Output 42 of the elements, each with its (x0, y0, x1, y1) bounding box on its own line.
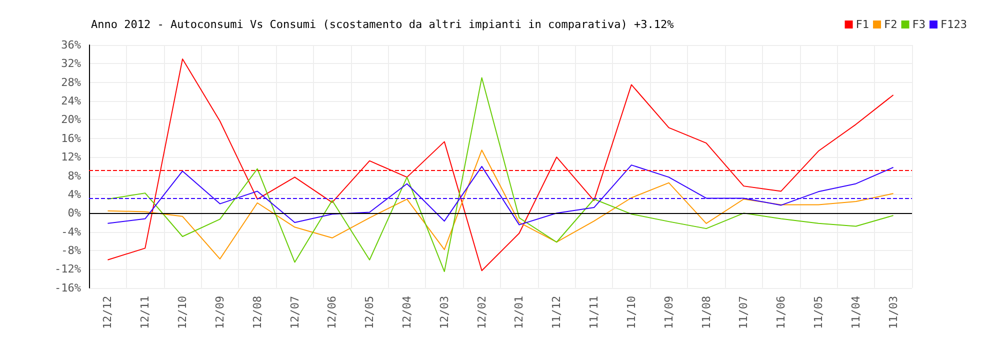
y-tick-label: 36% (61, 38, 82, 52)
x-tick-label: 12/06 (326, 296, 339, 330)
x-tick-label: 12/09 (213, 296, 226, 330)
x-tick-label: 12/12 (101, 296, 114, 330)
x-tick-label: 11/04 (849, 296, 862, 330)
y-tick-label: 8% (68, 169, 82, 182)
legend-label: F3 (912, 18, 926, 31)
x-tick-label: 12/03 (438, 296, 451, 330)
x-tick-label: 11/11 (588, 296, 601, 330)
x-tick-label: 12/08 (250, 296, 264, 330)
x-tick-label: 11/06 (774, 296, 788, 330)
x-tick-label: 11/03 (886, 296, 900, 330)
legend-label: F2 (884, 18, 898, 31)
y-tick-label: 28% (61, 76, 82, 89)
y-tick-label: 20% (61, 113, 82, 126)
y-tick-label: -8% (61, 244, 82, 258)
line-series (107, 150, 894, 260)
y-tick-label: 12% (61, 150, 82, 164)
x-tick-label: 12/07 (288, 296, 302, 330)
y-tick-label: 24% (61, 94, 82, 108)
x-tick-label: 12/05 (363, 296, 376, 330)
y-tick-label: 4% (68, 188, 82, 201)
y-tick-label: -12% (54, 262, 82, 276)
y-tick-label: 32% (61, 57, 82, 70)
x-tick-label: 12/11 (138, 296, 152, 330)
y-tick-label: 16% (61, 132, 82, 145)
x-tick-label: 12/10 (176, 296, 190, 330)
chart-title: Anno 2012 - Autoconsumi Vs Consumi (scostamento da altri impianti in comparativa) +3.12% (91, 18, 674, 31)
y-tick-label: -4% (61, 225, 82, 238)
x-tick-label: 12/01 (512, 296, 526, 330)
x-tick-label: 11/10 (624, 296, 638, 330)
x-tick-label: 12/02 (475, 296, 488, 330)
y-tick-label: 0% (68, 206, 82, 220)
x-tick-label: 11/08 (700, 296, 713, 330)
x-tick-label: 11/07 (737, 296, 750, 330)
x-tick-label: 11/12 (550, 296, 564, 330)
legend-label: F123 (940, 18, 968, 31)
legend-label: F1 (856, 18, 870, 31)
x-tick-label: 11/09 (662, 296, 676, 330)
x-tick-label: 11/05 (812, 296, 825, 330)
x-tick-label: 12/04 (400, 296, 414, 330)
y-tick-label: -16% (54, 281, 82, 294)
